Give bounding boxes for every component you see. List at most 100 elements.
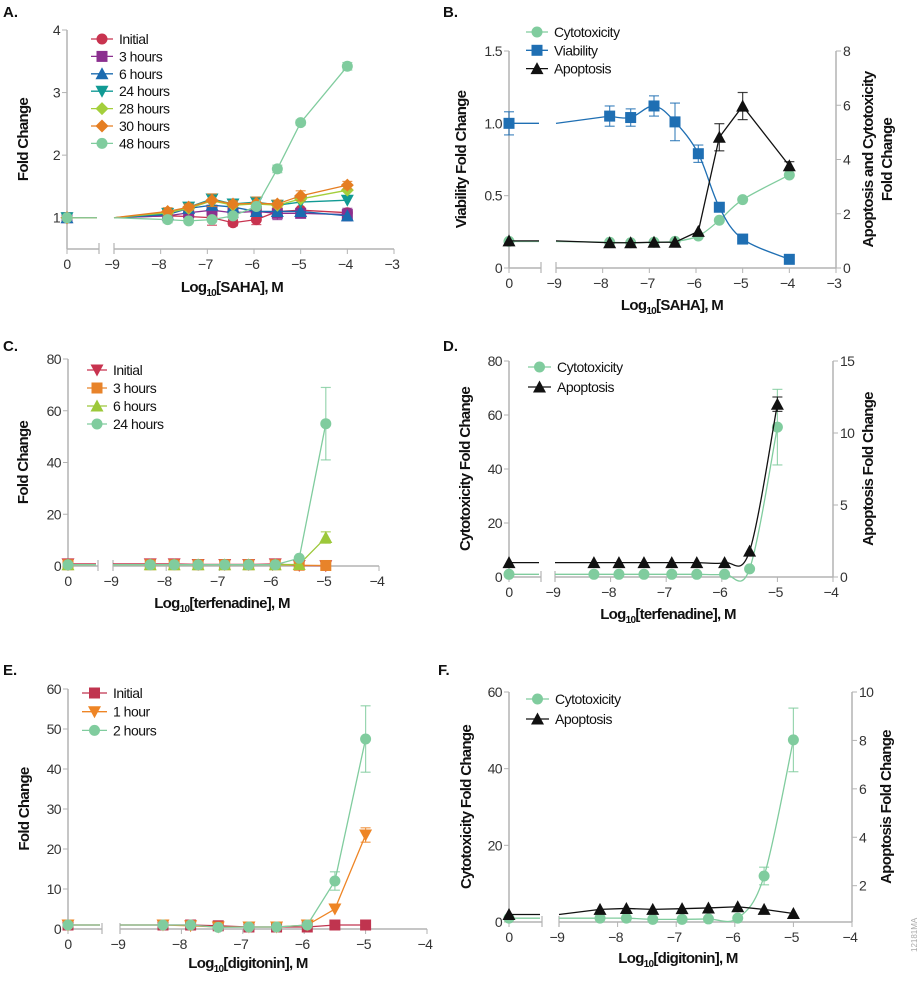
data-point xyxy=(168,559,180,571)
data-point xyxy=(692,148,704,160)
x-tick-label: −6 xyxy=(263,573,279,589)
panel-e: E.0 −9 −8 −7 −6 −5 −40102030405060Log10[digito… xyxy=(3,662,434,975)
x-axis-label-part: 10 xyxy=(214,964,225,975)
data-point xyxy=(620,912,632,924)
data-point xyxy=(737,194,749,206)
legend-label: Apoptosis xyxy=(554,61,611,77)
data-point xyxy=(183,215,195,227)
panel-b: B.0 −9 −8 −7 −6 −5 −4 −300.51.01.502468Apoptosi… xyxy=(443,4,896,317)
y-tick-label-right: 0 xyxy=(840,569,848,585)
data-point xyxy=(588,568,600,580)
legend-item: Initial xyxy=(82,685,143,701)
legend-item: 24 hours xyxy=(91,83,170,99)
x-tick-label: −5 xyxy=(291,256,307,272)
legend-item: 24 hours xyxy=(87,416,164,432)
data-point xyxy=(182,200,196,214)
series-24-hours xyxy=(62,386,332,571)
legend-marker xyxy=(531,26,543,38)
data-point xyxy=(786,907,800,920)
data-point xyxy=(770,397,784,410)
data-point xyxy=(360,733,372,745)
legend-item: 6 hours xyxy=(87,398,157,414)
data-point xyxy=(62,559,74,571)
panel-label: A. xyxy=(3,4,18,21)
data-point xyxy=(161,204,175,218)
y-axis-label: Cytotoxicity Fold Change xyxy=(458,725,475,889)
series-line xyxy=(599,906,794,915)
x-tick-label: −7 xyxy=(640,275,656,291)
x-axis-label-part: [SAHA], M xyxy=(216,279,283,296)
series-line xyxy=(609,104,790,244)
series-line xyxy=(150,423,327,566)
data-point xyxy=(227,210,239,222)
data-point xyxy=(669,116,681,128)
x-axis-label-part: Log xyxy=(621,297,647,314)
x-axis-label-part: [SAHA], M xyxy=(656,297,723,314)
data-point xyxy=(676,913,688,925)
data-point xyxy=(206,214,218,226)
x-tick-label: −8 xyxy=(157,573,173,589)
y-tick-label: 80 xyxy=(488,353,503,369)
y-tick-label: 0 xyxy=(495,260,503,276)
y-tick-label: 40 xyxy=(488,461,503,477)
y-axis-label-right: Apoptosis Fold Change xyxy=(878,730,895,884)
y-axis-label: Viability Fold Change xyxy=(453,90,470,228)
legend-item: 1 hour xyxy=(82,704,151,720)
legend-item: 28 hours xyxy=(91,101,170,117)
x-tick-label: 0 xyxy=(505,929,513,945)
x-axis-label-part: 10 xyxy=(646,306,657,317)
x-axis-label-part: 10 xyxy=(626,615,637,626)
x-tick-label: −6 xyxy=(687,275,703,291)
legend-label: Cytotoxicity xyxy=(555,691,621,707)
legend-item: Apoptosis xyxy=(526,61,612,77)
data-point xyxy=(226,197,240,211)
legend-item: 3 hours xyxy=(91,48,163,64)
panel-a: A. 0 −9 −8 −7 −6 −5 −4 −3 1 2 3 4 Log10[SAHA], M Fold … xyxy=(3,4,401,299)
series-line-bridge xyxy=(555,115,610,124)
data-point xyxy=(647,235,661,248)
y-tick-label: 60 xyxy=(488,684,503,700)
data-point xyxy=(702,913,714,925)
x-axis-label-part: Log xyxy=(188,955,214,972)
legend-label: 48 hours xyxy=(119,135,170,151)
x-tick-label: −8 xyxy=(151,256,167,272)
x-axis-label-part: [digitonin], M xyxy=(653,950,738,967)
y-tick-label: 60 xyxy=(488,407,503,423)
x-tick-label: −7 xyxy=(198,256,214,272)
series-line-bridge xyxy=(555,240,610,244)
legend-marker xyxy=(90,399,104,412)
legend-label: 6 hours xyxy=(119,66,163,82)
data-point xyxy=(771,421,783,433)
legend-item: Apoptosis xyxy=(526,711,613,727)
legend-label: 28 hours xyxy=(119,101,170,117)
y-tick-label-right: 2 xyxy=(843,206,851,222)
legend-label: 24 hours xyxy=(113,416,164,432)
data-point xyxy=(713,214,725,226)
y-tick-label: 4 xyxy=(53,22,61,38)
y-tick-label: 1 xyxy=(53,210,61,226)
series-1-hour xyxy=(61,827,373,934)
data-point xyxy=(243,559,255,571)
data-point xyxy=(691,568,703,580)
legend-label: 3 hours xyxy=(113,380,157,396)
x-axis-label: Log10[terfenadine], M xyxy=(154,595,290,615)
x-axis-label-part: 10 xyxy=(644,959,655,970)
x-tick-label: −9 xyxy=(547,275,563,291)
series-line-bridge xyxy=(113,210,168,219)
y-tick-label: 0.5 xyxy=(484,188,502,204)
series-cytotoxicity xyxy=(503,169,795,249)
series-2-hours xyxy=(62,705,372,933)
data-point xyxy=(783,253,795,265)
legend-marker xyxy=(533,380,546,393)
y-tick-label: 40 xyxy=(488,761,503,777)
data-point xyxy=(787,734,799,746)
x-tick-label: −8 xyxy=(601,584,617,600)
y-tick-label-right: 2 xyxy=(859,878,867,894)
data-point xyxy=(675,902,689,915)
y-tick-label-right: 6 xyxy=(859,781,867,797)
data-point xyxy=(243,921,255,933)
data-point xyxy=(320,418,332,430)
legend-marker xyxy=(532,693,543,705)
data-point xyxy=(192,559,204,571)
